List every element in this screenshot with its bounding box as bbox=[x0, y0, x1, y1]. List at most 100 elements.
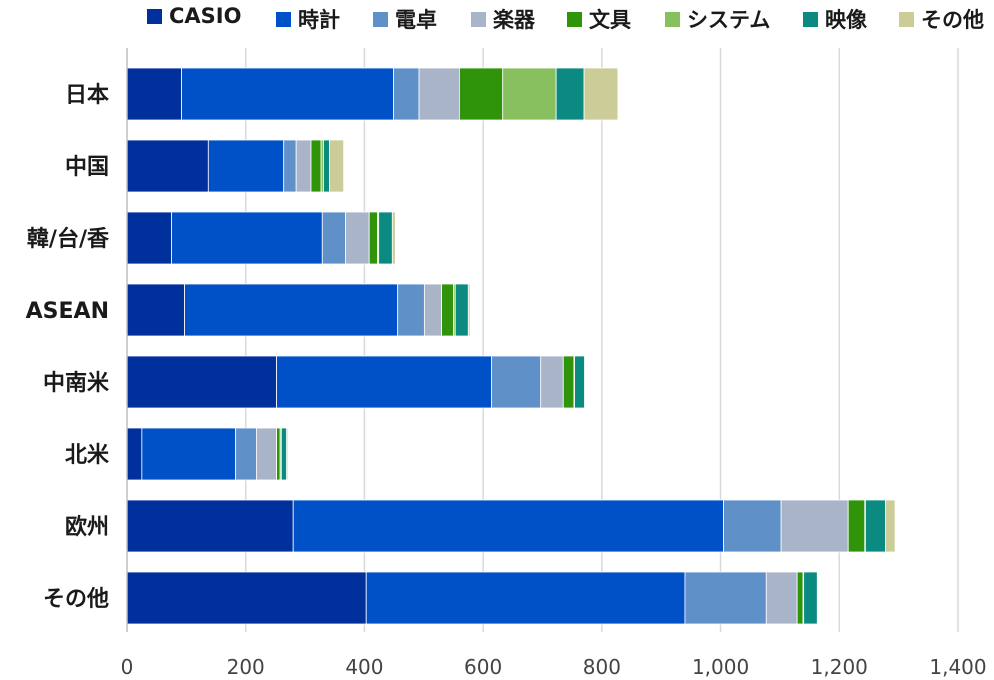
bar-segment bbox=[126, 355, 277, 409]
bar-segment bbox=[816, 571, 819, 625]
bar-segment bbox=[467, 283, 471, 337]
bar-segment bbox=[292, 499, 724, 553]
x-tick-label: 1,000 bbox=[692, 655, 749, 679]
bar-segment bbox=[397, 283, 425, 337]
legend-item-instrument: 楽器 bbox=[471, 4, 535, 34]
bar-segment bbox=[865, 499, 886, 553]
bar-segment bbox=[723, 499, 782, 553]
category-label: 日本 bbox=[65, 83, 109, 108]
category-label: 韓/台/香 bbox=[27, 226, 109, 252]
legend-swatch bbox=[803, 11, 818, 27]
bar-segment bbox=[255, 427, 277, 481]
legend-label: 電卓 bbox=[395, 8, 437, 32]
bar-segment bbox=[378, 211, 393, 265]
category-label: その他 bbox=[43, 587, 109, 612]
bar-segment bbox=[295, 139, 312, 193]
legend-swatch bbox=[373, 11, 388, 27]
legend-swatch bbox=[567, 11, 582, 27]
bar-segment bbox=[276, 427, 281, 481]
bar-segment bbox=[126, 139, 209, 193]
legend-label: CASIO bbox=[169, 4, 242, 28]
bar-segment bbox=[141, 427, 237, 481]
category-label: 欧州 bbox=[65, 514, 109, 540]
bar-segment bbox=[847, 499, 866, 553]
bar-segment bbox=[126, 571, 367, 625]
bar-segment bbox=[283, 139, 297, 193]
bar-segment bbox=[562, 355, 575, 409]
bar-segment bbox=[365, 571, 686, 625]
legend-swatch bbox=[665, 11, 680, 27]
bar-segment bbox=[235, 427, 257, 481]
bar-segment bbox=[555, 67, 585, 121]
legend-item-video: 映像 bbox=[803, 4, 867, 34]
x-tick-label: 0 bbox=[121, 655, 134, 679]
bar-segment bbox=[391, 211, 396, 265]
bar-segment bbox=[207, 139, 285, 193]
bar-segment bbox=[280, 427, 288, 481]
legend-label: 時計 bbox=[298, 8, 340, 32]
bar-segment bbox=[323, 139, 330, 193]
bar-segment bbox=[126, 211, 172, 265]
legend-label: 映像 bbox=[825, 8, 867, 32]
bar-segment bbox=[765, 571, 798, 625]
bar-segment bbox=[454, 283, 469, 337]
legend-swatch bbox=[276, 11, 291, 27]
bar-segment bbox=[441, 283, 454, 337]
bar-segment bbox=[584, 355, 586, 409]
bars bbox=[126, 67, 896, 625]
bar-segment bbox=[184, 283, 399, 337]
legend-label: システム bbox=[687, 8, 771, 32]
bar-segment bbox=[393, 67, 420, 121]
bar-segment bbox=[171, 211, 323, 265]
bar-segment bbox=[126, 499, 294, 553]
bar-segment bbox=[321, 211, 346, 265]
bar-segment bbox=[126, 283, 185, 337]
legend-swatch bbox=[899, 11, 914, 27]
legend-item-watch: 時計 bbox=[276, 4, 340, 34]
legend-swatch bbox=[147, 8, 162, 24]
legend: CASIO 時計 電卓 楽器 文具 システム 映像 その他 bbox=[0, 4, 994, 32]
category-label: 中南米 bbox=[43, 371, 110, 396]
bar-segment bbox=[684, 571, 767, 625]
bar-segment bbox=[423, 283, 442, 337]
bar-segment bbox=[885, 499, 896, 553]
x-tick-label: 800 bbox=[583, 655, 621, 679]
x-tick-label: 400 bbox=[345, 655, 383, 679]
legend-item-stationery: 文具 bbox=[567, 4, 631, 34]
bar-segment bbox=[286, 427, 289, 481]
bar-segment bbox=[574, 355, 586, 409]
legend-label: 文具 bbox=[589, 8, 631, 32]
bar-segment bbox=[276, 355, 492, 409]
x-tick-label: 1,400 bbox=[929, 655, 986, 679]
bar-segment bbox=[540, 355, 564, 409]
legend-label: その他 bbox=[921, 8, 984, 32]
bar-segment bbox=[345, 211, 370, 265]
x-tick-label: 600 bbox=[464, 655, 502, 679]
bar-segment bbox=[502, 67, 557, 121]
bar-segment bbox=[126, 67, 183, 121]
bar-segment bbox=[458, 67, 504, 121]
bar-segment bbox=[181, 67, 394, 121]
bar-segment bbox=[310, 139, 322, 193]
x-tick-label: 200 bbox=[227, 655, 265, 679]
bar-segment bbox=[796, 571, 804, 625]
bar-segment bbox=[368, 211, 378, 265]
bar-segment bbox=[803, 571, 818, 625]
category-label: 中国 bbox=[65, 155, 109, 180]
bar-segment bbox=[329, 139, 345, 193]
bar-segment bbox=[418, 67, 460, 121]
category-label: ASEAN bbox=[26, 299, 109, 324]
legend-item-other: その他 bbox=[899, 4, 984, 34]
category-label: 北米 bbox=[65, 443, 110, 468]
legend-label: 楽器 bbox=[493, 8, 535, 32]
x-tick-label: 1,200 bbox=[811, 655, 868, 679]
legend-item-calculator: 電卓 bbox=[373, 4, 437, 34]
legend-swatch bbox=[471, 11, 486, 27]
bar-segment bbox=[780, 499, 849, 553]
bar-segment bbox=[491, 355, 542, 409]
legend-item-system: システム bbox=[665, 4, 770, 34]
bar-segment bbox=[126, 427, 143, 481]
bar-segment bbox=[583, 67, 619, 121]
